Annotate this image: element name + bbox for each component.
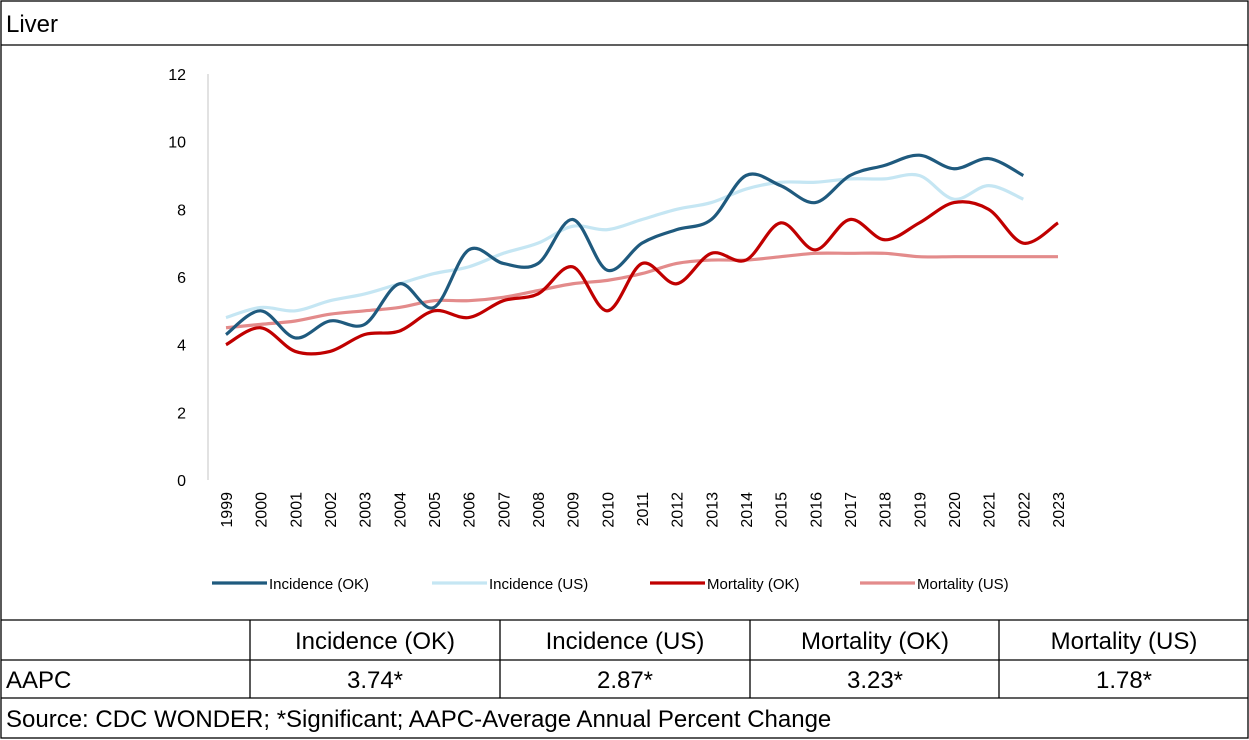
- x-tick-label: 2016: [808, 492, 825, 528]
- y-tick-label: 6: [177, 270, 186, 287]
- x-tick-label: 2002: [323, 492, 340, 528]
- column-header: Mortality (OK): [801, 628, 949, 655]
- x-tick-label: 2020: [947, 492, 964, 528]
- y-tick-label: 12: [168, 67, 186, 84]
- x-tick-label: 2003: [358, 492, 375, 528]
- y-tick-label: 0: [177, 473, 186, 490]
- x-tick-label: 2021: [982, 492, 999, 528]
- x-tick-label: 2000: [254, 492, 271, 528]
- x-tick-label: 2013: [704, 492, 721, 528]
- legend-label: Mortality (OK): [707, 576, 800, 593]
- table-cell: 3.23*: [847, 667, 903, 694]
- x-tick-label: 2005: [427, 492, 444, 528]
- x-tick-label: 2010: [600, 492, 617, 528]
- column-header: Incidence (OK): [295, 628, 455, 655]
- series-line: [225, 172, 1024, 320]
- source: Source: CDC WONDER; *Significant; AAPC-A…: [6, 706, 831, 733]
- x-tick-label: 2023: [1051, 492, 1068, 528]
- legend-label: Incidence (US): [489, 576, 588, 593]
- column-header: Incidence (US): [546, 628, 705, 655]
- x-tick-label: 2022: [1016, 492, 1033, 528]
- legend-label: Mortality (US): [917, 576, 1009, 593]
- x-tick-label: 2007: [496, 492, 513, 528]
- x-tick-label: 2011: [635, 492, 652, 527]
- legend-label: Incidence (OK): [269, 576, 369, 593]
- table-cell: 3.74*: [347, 667, 403, 694]
- x-tick-label: 2015: [774, 492, 791, 528]
- title: Liver: [6, 11, 58, 38]
- series-line: [225, 251, 1058, 330]
- x-tick-label: 2001: [288, 492, 305, 528]
- series-line: [225, 200, 1059, 356]
- x-tick-label: 2012: [670, 492, 687, 528]
- y-tick-label: 10: [168, 135, 186, 152]
- x-tick-label: 1999: [219, 492, 236, 528]
- x-tick-label: 2019: [912, 492, 929, 528]
- column-header: Mortality (US): [1051, 628, 1198, 655]
- x-tick-label: 2017: [843, 492, 860, 528]
- table-cell: 2.87*: [597, 667, 653, 694]
- row-header: AAPC: [6, 667, 71, 694]
- y-tick-label: 8: [177, 202, 186, 219]
- x-tick-label: 2009: [566, 492, 583, 528]
- x-tick-label: 2008: [531, 492, 548, 528]
- series-line: [225, 153, 1025, 340]
- x-tick-label: 2018: [878, 492, 895, 528]
- x-tick-label: 2006: [462, 492, 479, 528]
- x-tick-label: 2014: [739, 492, 756, 528]
- y-tick-label: 4: [177, 338, 186, 355]
- y-tick-label: 2: [177, 405, 186, 422]
- table-cell: 1.78*: [1096, 667, 1152, 694]
- x-tick-label: 2004: [392, 492, 409, 528]
